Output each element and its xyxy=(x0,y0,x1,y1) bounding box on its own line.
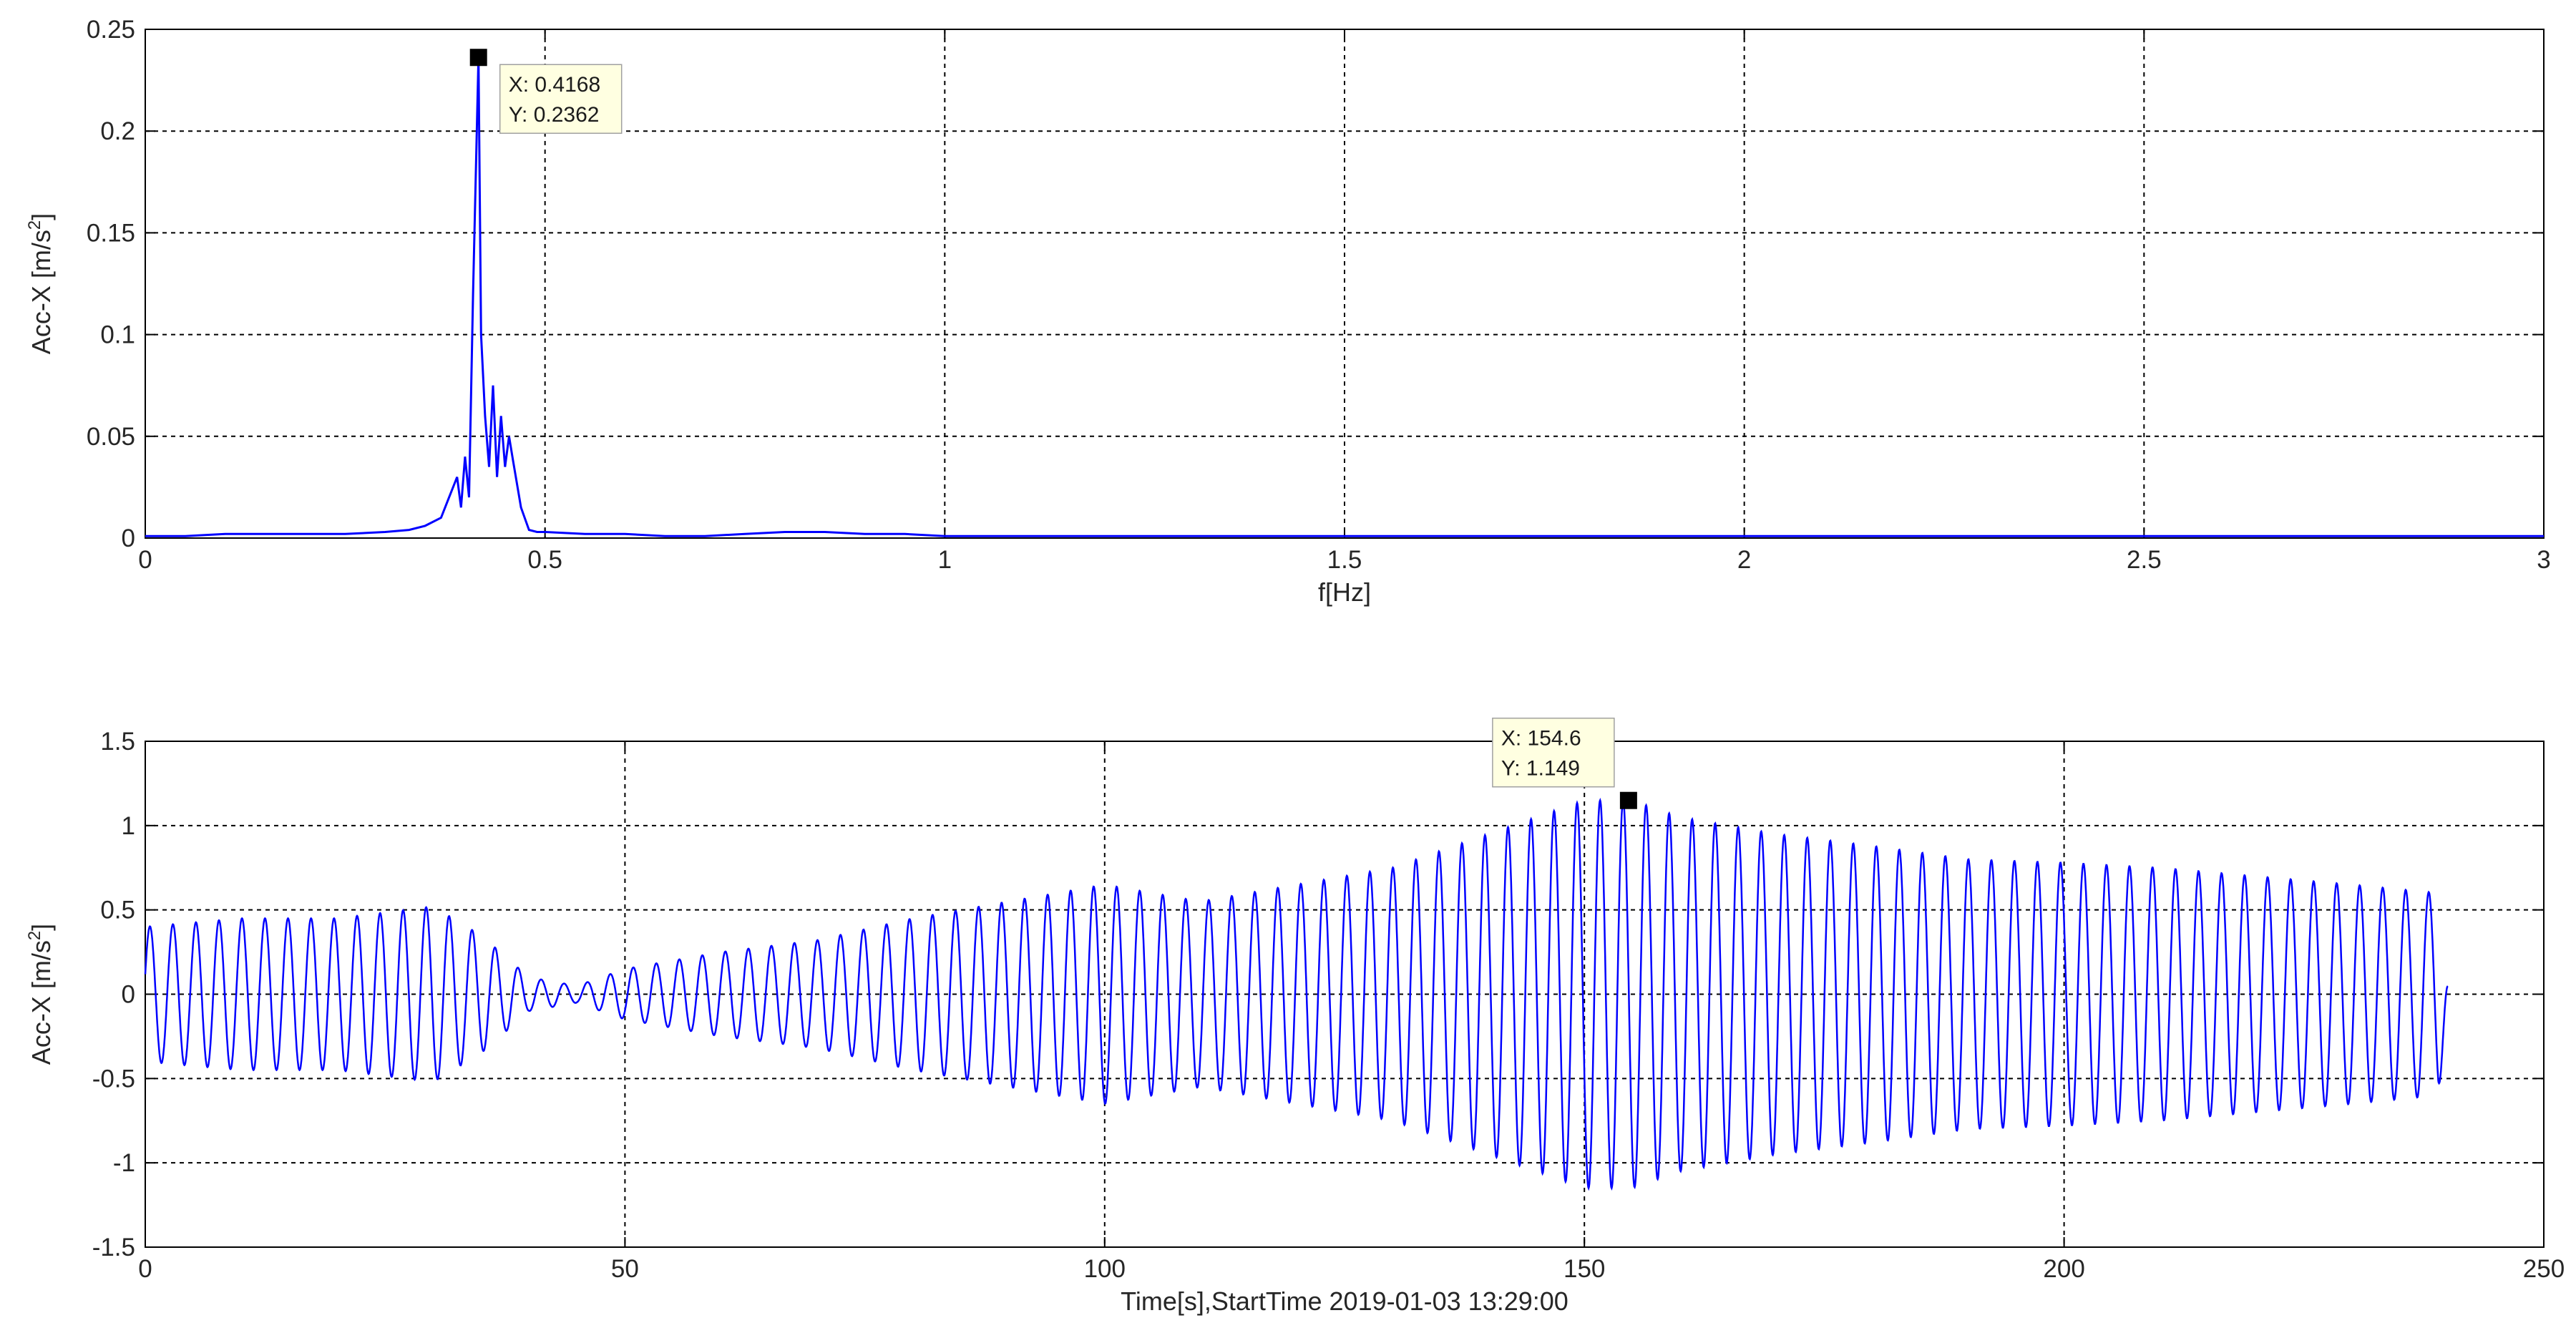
spectrum-datatip-x: X: 0.4168 xyxy=(509,73,600,97)
time-datatip[interactable]: X: 154.6 Y: 1.149 xyxy=(1492,717,1637,809)
time-y-tick-label-3: 0 xyxy=(122,981,135,1009)
spectrum-x-tick-label-5: 2.5 xyxy=(2127,546,2162,574)
time-y-axis-label-text: Acc-X [m/s xyxy=(26,940,56,1065)
spectrum-y-axis-label-sup: 2 xyxy=(25,220,44,230)
time-datatip-y: Y: 1.149 xyxy=(1501,757,1580,781)
time-history-chart: 0 50 100 150 200 250 -1.5 -1 -0.5 0 0.5 1 1.5 Time[s… xyxy=(25,717,2565,1316)
time-x-tick-label-4: 200 xyxy=(2043,1255,2084,1283)
time-y-tick-label-2: -0.5 xyxy=(92,1065,135,1093)
spectrum-datatip-box xyxy=(499,64,623,134)
time-datatip-marker[interactable] xyxy=(1619,791,1637,809)
spectrum-datatip[interactable]: X: 0.4168 Y: 0.2362 xyxy=(469,49,623,134)
spectrum-y-axis-label: Acc-X [m/s2] xyxy=(25,213,56,354)
time-x-axis-label: Time[s],StartTime 2019-01-03 13:29:00 xyxy=(1121,1286,1568,1316)
spectrum-datatip-y: Y: 0.2362 xyxy=(509,103,600,127)
spectrum-y-axis-label-text: Acc-X [m/s xyxy=(26,230,56,354)
time-y-axis-label-close: ] xyxy=(26,924,56,931)
spectrum-x-tick-label-2: 1 xyxy=(938,546,952,574)
spectrum-grid xyxy=(145,29,2544,538)
spectrum-y-tick-label-3: 0.15 xyxy=(87,219,135,247)
time-y-tick-label-5: 1 xyxy=(122,812,135,840)
spectrum-y-axis-label-close: ] xyxy=(26,213,56,220)
time-x-tick-label-2: 100 xyxy=(1084,1255,1126,1283)
spectrum-datatip-marker[interactable] xyxy=(469,49,487,67)
time-x-tick-label-0: 0 xyxy=(138,1255,152,1283)
time-y-tick-label-0: -1.5 xyxy=(92,1234,135,1261)
time-x-tick-label-3: 150 xyxy=(1563,1255,1605,1283)
time-grid xyxy=(145,741,2544,1247)
time-y-tick-label-6: 1.5 xyxy=(100,728,135,756)
spectrum-chart: 0 0.5 1 1.5 2 2.5 3 0 0.05 0.1 0.15 0.2 0.25 f[Hz] A… xyxy=(25,16,2551,607)
time-datatip-box xyxy=(1492,717,1615,788)
time-datatip-x: X: 154.6 xyxy=(1501,727,1581,751)
spectrum-y-tick-label-0: 0 xyxy=(122,524,135,552)
time-ticks: 0 50 100 150 200 250 -1.5 -1 -0.5 0 0.5 1 1.5 xyxy=(92,728,2565,1283)
spectrum-x-tick-label-3: 1.5 xyxy=(1327,546,1362,574)
time-x-tick-label-1: 50 xyxy=(611,1255,639,1283)
spectrum-x-tick-label-4: 2 xyxy=(1737,546,1751,574)
time-y-axis-label: Acc-X [m/s2] xyxy=(25,924,56,1065)
time-y-axis-label-sup: 2 xyxy=(25,931,44,940)
time-y-tick-label-4: 0.5 xyxy=(100,897,135,924)
spectrum-x-tick-label-6: 3 xyxy=(2537,546,2550,574)
time-series-line xyxy=(144,797,2449,1191)
spectrum-x-tick-label-1: 0.5 xyxy=(527,546,562,574)
spectrum-x-axis-label: f[Hz] xyxy=(1318,577,1371,607)
spectrum-y-tick-label-4: 0.2 xyxy=(100,117,135,145)
spectrum-y-tick-label-2: 0.1 xyxy=(100,321,135,349)
spectrum-y-tick-label-5: 0.25 xyxy=(87,16,135,44)
spectrum-x-tick-label-0: 0 xyxy=(138,546,152,574)
spectrum-ticks: 0 0.5 1 1.5 2 2.5 3 0 0.05 0.1 0.15 0.2 0.25 xyxy=(87,16,2551,574)
time-y-tick-label-1: -1 xyxy=(113,1149,135,1177)
time-x-tick-label-5: 250 xyxy=(2523,1255,2565,1283)
spectrum-series-line xyxy=(145,57,2544,537)
spectrum-y-tick-label-1: 0.05 xyxy=(87,423,135,451)
